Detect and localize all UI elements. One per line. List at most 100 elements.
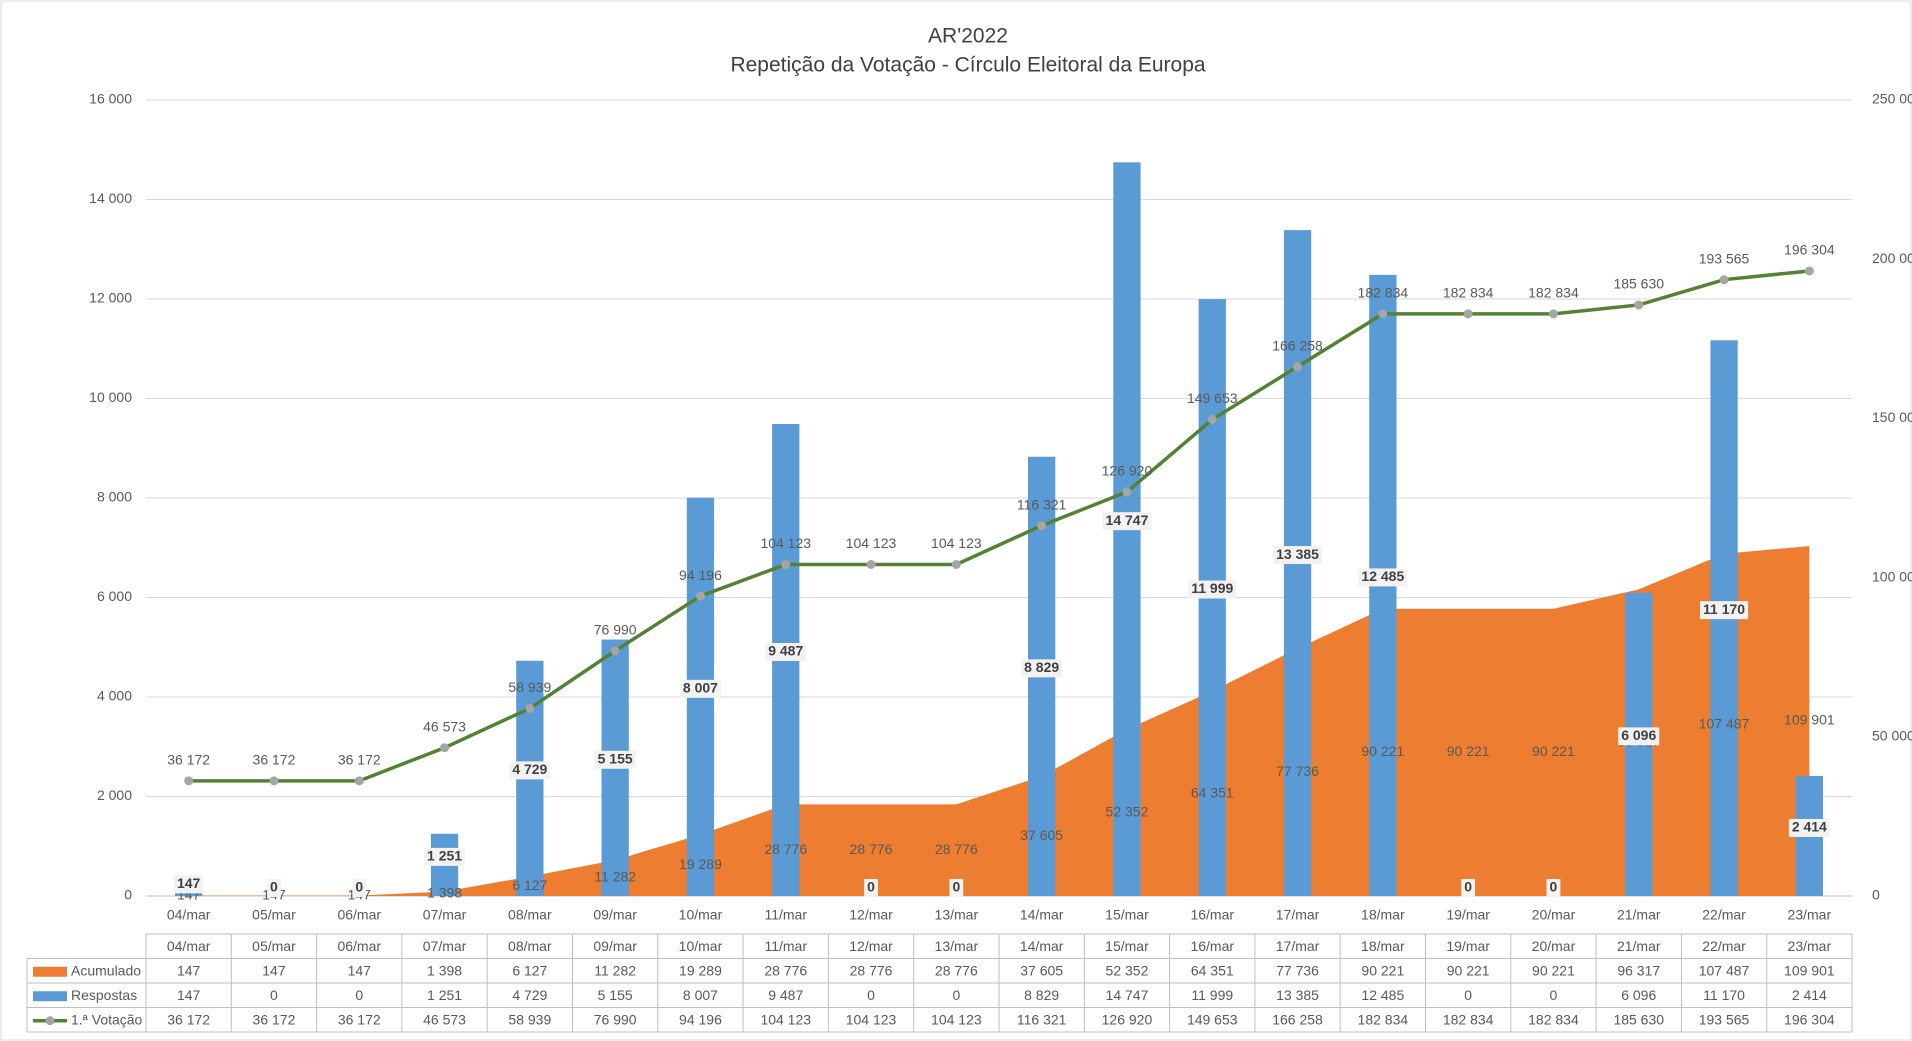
data-label: 64 351: [1191, 784, 1234, 800]
data-label-box: [1788, 818, 1830, 837]
x-tick-label: 17/mar: [1276, 907, 1320, 923]
labels-layer: 0 2 000 4 000 6 000 8 000 10 000 12 000 14 000 1…: [89, 91, 1912, 923]
y2-tick-label: 250 000: [1872, 91, 1912, 107]
x-tick-label: 23/mar: [1788, 907, 1832, 923]
data-label: 0: [867, 879, 875, 895]
table-cell: 28 776: [935, 962, 978, 978]
data-label-box: [1021, 659, 1063, 678]
data-label-box: [1618, 727, 1660, 746]
line-marker: [1548, 309, 1558, 319]
table-cell: 126 920: [1102, 1011, 1153, 1027]
data-label: 2 414: [1792, 819, 1827, 835]
y-tick-label: 10 000: [89, 389, 132, 405]
table-cell: 64 351: [1191, 962, 1234, 978]
data-label-box: [1273, 546, 1322, 565]
legend-key: [33, 966, 67, 977]
data-label-box: [765, 643, 807, 662]
table-cell: 11 999: [1191, 987, 1233, 1003]
data-label: 1 398: [427, 884, 462, 900]
data-label: 0: [1464, 879, 1472, 895]
y2-tick-label: 150 000: [1872, 409, 1912, 425]
data-label: 1 251: [427, 848, 462, 864]
x-tick-label: 10/mar: [679, 907, 723, 923]
table-header: 12/mar: [849, 938, 893, 954]
table-cell: 147: [177, 962, 201, 978]
y2-tick-label: 0: [1872, 887, 1880, 903]
table-cell: 104 123: [846, 1011, 897, 1027]
table-cell: 28 776: [850, 962, 893, 978]
table-header: 21/mar: [1617, 938, 1661, 954]
data-label: 8 829: [1024, 659, 1059, 675]
data-label: 5 155: [598, 750, 633, 766]
data-label: 90 221: [1532, 743, 1575, 759]
data-label: 90 221: [1447, 743, 1490, 759]
table-cell: 185 630: [1613, 1011, 1664, 1027]
table-cell: 147: [177, 987, 201, 1003]
data-label: 37 605: [1020, 827, 1063, 843]
y-tick-label: 2 000: [97, 787, 132, 803]
table-cell: 182 834: [1528, 1011, 1579, 1027]
line-marker: [269, 776, 279, 786]
x-tick-label: 07/mar: [423, 907, 467, 923]
data-label: 12 485: [1361, 568, 1404, 584]
line-marker: [1037, 521, 1047, 531]
table-cell: 36 172: [253, 1011, 296, 1027]
table-cell: 36 172: [338, 1011, 381, 1027]
table-cell: 28 776: [764, 962, 807, 978]
table-cell: 11 282: [594, 962, 636, 978]
data-label: 11 170: [1703, 601, 1745, 617]
line-marker: [781, 559, 791, 569]
data-label-box: [267, 879, 281, 897]
x-tick-label: 06/mar: [337, 907, 381, 923]
y-tick-label: 14 000: [89, 190, 132, 206]
table-cell: 19 289: [679, 962, 722, 978]
data-label: 0: [1550, 879, 1558, 895]
data-label: 28 776: [764, 841, 807, 857]
table-header: 16/mar: [1190, 938, 1234, 954]
table-cell: 0: [867, 987, 875, 1003]
data-label-box: [509, 761, 551, 780]
y-tick-label: 0: [124, 887, 132, 903]
table-cell: 58 939: [508, 1011, 551, 1027]
table-cell: 94 196: [679, 1011, 722, 1027]
line-marker: [1634, 300, 1644, 310]
table-cell: 104 123: [931, 1011, 982, 1027]
data-label: 104 123: [846, 535, 897, 551]
table-cell: 90 221: [1532, 962, 1575, 978]
x-tick-label: 22/mar: [1702, 907, 1746, 923]
line-marker: [1804, 266, 1814, 276]
x-tick-label: 21/mar: [1617, 907, 1661, 923]
table-cell: 0: [1550, 987, 1558, 1003]
line-marker: [1719, 275, 1729, 285]
table-header: 18/mar: [1361, 938, 1405, 954]
table-header: 08/mar: [508, 938, 552, 954]
x-tick-label: 11/mar: [764, 907, 807, 923]
data-label: 182 834: [1528, 285, 1579, 301]
table-header: 05/mar: [252, 938, 296, 954]
x-tick-label: 16/mar: [1190, 907, 1234, 923]
data-label-box: [679, 679, 721, 698]
line-marker: [1293, 362, 1303, 372]
line-marker: [1207, 415, 1217, 425]
legend-key: [33, 991, 67, 1002]
data-label: 58 939: [508, 679, 551, 695]
table-header: 11/mar: [764, 938, 807, 954]
table-cell: 36 172: [167, 1011, 210, 1027]
data-label-box: [864, 879, 878, 897]
data-label: 166 258: [1272, 337, 1323, 353]
data-label: 147: [177, 875, 201, 891]
line-marker: [354, 776, 364, 786]
table-cell: 46 573: [423, 1011, 466, 1027]
data-label: 0: [952, 879, 960, 895]
table-cell: 166 258: [1272, 1011, 1323, 1027]
data-label: 76 990: [594, 622, 637, 638]
table-cell: 52 352: [1106, 962, 1149, 978]
data-label: 185 630: [1613, 276, 1664, 292]
x-tick-label: 04/mar: [167, 907, 211, 923]
line-marker: [184, 776, 194, 786]
data-label-box: [424, 847, 466, 866]
line-marker: [440, 743, 450, 753]
data-label: 36 172: [253, 752, 296, 768]
chart-title: AR'2022: [928, 25, 1008, 48]
